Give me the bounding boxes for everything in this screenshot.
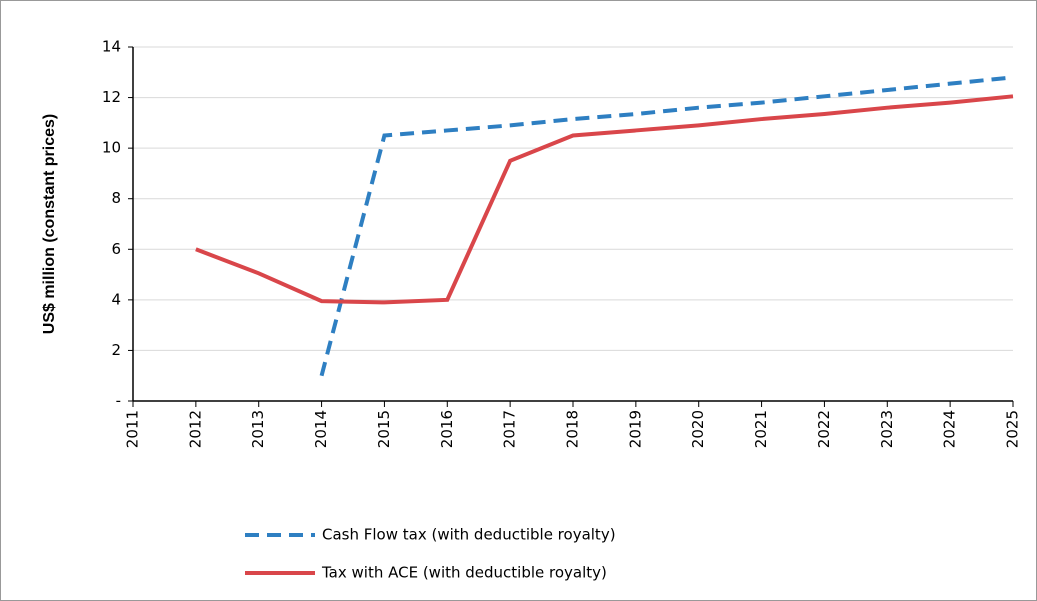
y-tick-label: 12 (102, 88, 121, 106)
y-tick-label: 6 (111, 240, 121, 258)
y-axis-label: US$ million (constant prices) (41, 114, 58, 334)
x-tick-label: 2014 (312, 410, 330, 448)
x-tick-label: 2012 (186, 410, 204, 448)
y-tick-label: 14 (102, 38, 121, 56)
x-tick-label: 2016 (438, 410, 456, 448)
series-line (195, 94, 1014, 305)
x-tick-label: 2011 (124, 410, 142, 448)
x-tick-label: 2017 (501, 410, 519, 448)
x-tick-label: 2013 (249, 410, 267, 448)
legend-label: Tax with ACE (with deductible royalty) (321, 564, 607, 582)
x-tick-label: 2025 (1004, 410, 1022, 448)
x-tick-label: 2024 (941, 410, 959, 448)
y-tick-label: 2 (111, 341, 121, 359)
series-line (319, 75, 1014, 377)
x-tick-label: 2020 (689, 410, 707, 448)
legend-label: Cash Flow tax (with deductible royalty) (322, 526, 616, 544)
x-tick-label: 2019 (626, 410, 644, 448)
y-tick-label: 8 (111, 189, 121, 207)
y-tick-label: 10 (102, 139, 121, 157)
x-tick-label: 2023 (878, 410, 896, 448)
y-tick-label: - (116, 392, 121, 410)
y-tick-label: 4 (111, 290, 121, 308)
x-tick-label: 2022 (815, 410, 833, 448)
x-tick-label: 2018 (564, 410, 582, 448)
x-tick-label: 2021 (752, 410, 770, 448)
x-tick-label: 2015 (375, 410, 393, 448)
